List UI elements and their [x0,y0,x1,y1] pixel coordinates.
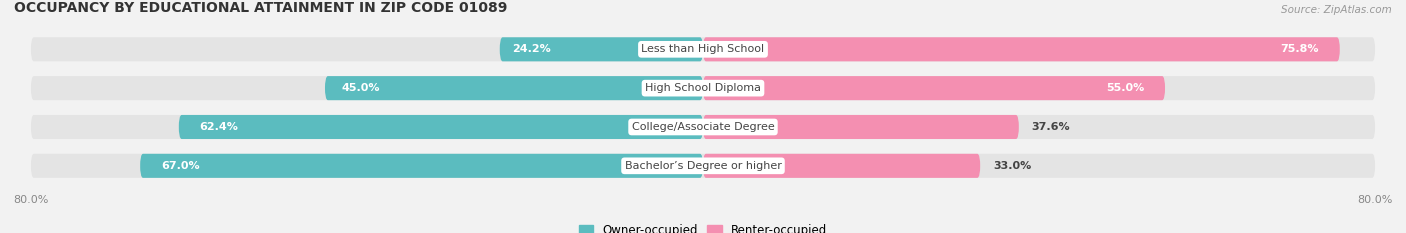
FancyBboxPatch shape [31,154,1375,178]
Text: 24.2%: 24.2% [512,44,551,54]
Text: Bachelor’s Degree or higher: Bachelor’s Degree or higher [624,161,782,171]
Text: 33.0%: 33.0% [993,161,1031,171]
FancyBboxPatch shape [141,154,703,178]
FancyBboxPatch shape [31,37,1375,61]
FancyBboxPatch shape [325,76,703,100]
FancyBboxPatch shape [499,37,703,61]
FancyBboxPatch shape [31,76,1375,100]
FancyBboxPatch shape [703,115,1019,139]
Text: 75.8%: 75.8% [1281,44,1319,54]
FancyBboxPatch shape [703,154,980,178]
Legend: Owner-occupied, Renter-occupied: Owner-occupied, Renter-occupied [579,224,827,233]
FancyBboxPatch shape [31,115,1375,139]
Text: High School Diploma: High School Diploma [645,83,761,93]
FancyBboxPatch shape [703,37,1340,61]
Text: Source: ZipAtlas.com: Source: ZipAtlas.com [1281,5,1392,15]
FancyBboxPatch shape [179,115,703,139]
FancyBboxPatch shape [703,76,1166,100]
Text: 55.0%: 55.0% [1107,83,1144,93]
Text: 62.4%: 62.4% [200,122,239,132]
Text: Less than High School: Less than High School [641,44,765,54]
Text: 45.0%: 45.0% [342,83,380,93]
Text: 37.6%: 37.6% [1032,122,1070,132]
Text: OCCUPANCY BY EDUCATIONAL ATTAINMENT IN ZIP CODE 01089: OCCUPANCY BY EDUCATIONAL ATTAINMENT IN Z… [14,1,508,15]
Text: College/Associate Degree: College/Associate Degree [631,122,775,132]
Text: 67.0%: 67.0% [162,161,200,171]
